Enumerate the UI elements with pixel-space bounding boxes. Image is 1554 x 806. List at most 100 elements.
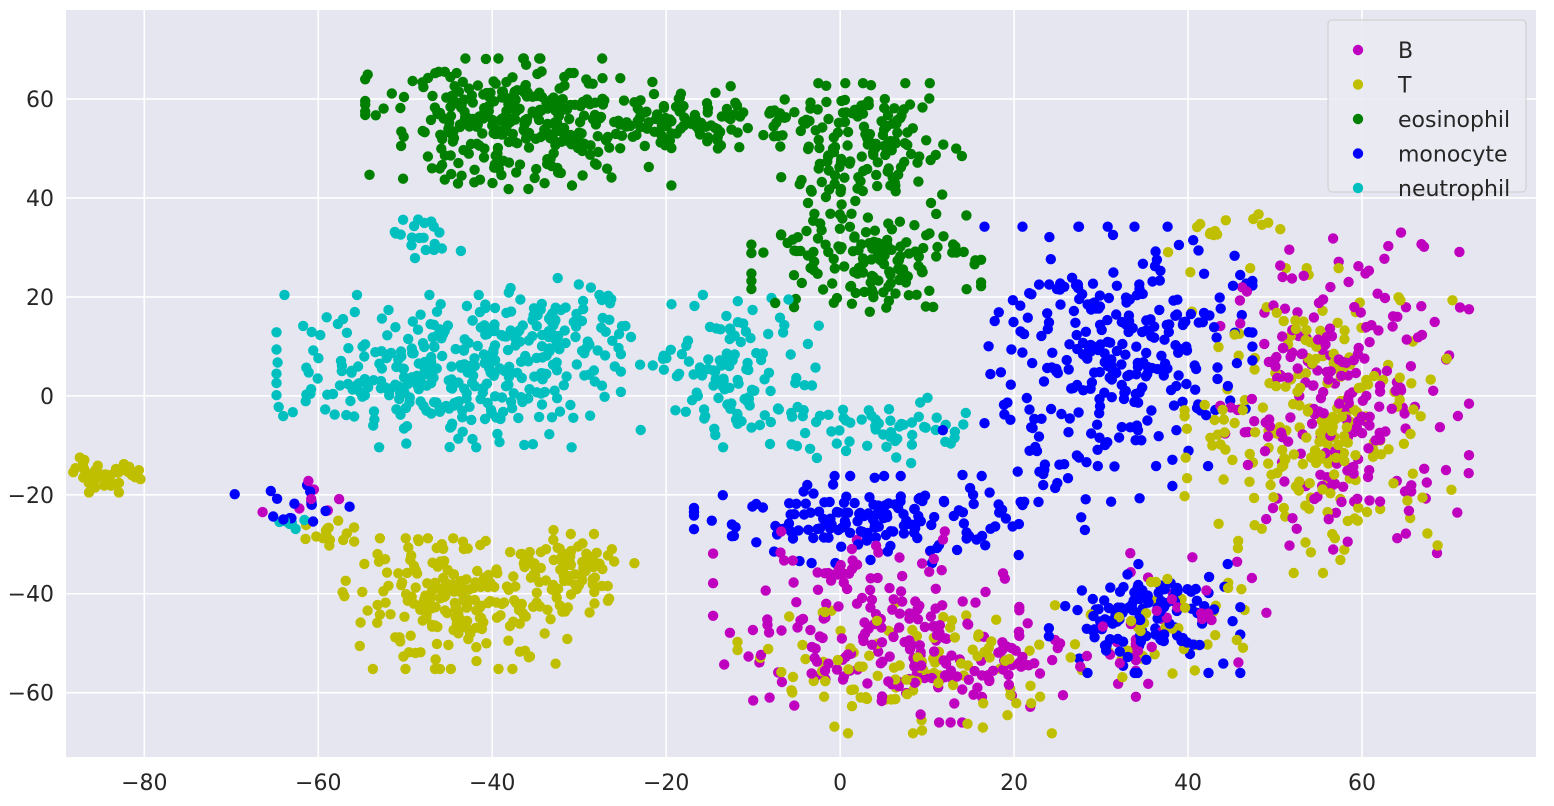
data-point-neutrophil — [732, 412, 743, 423]
data-point-B — [972, 682, 983, 693]
data-point-monocyte — [1155, 265, 1166, 276]
data-point-neutrophil — [342, 378, 354, 390]
data-point-eosinophil — [576, 128, 587, 139]
data-point-monocyte — [1177, 396, 1188, 407]
data-point-eosinophil — [792, 232, 803, 243]
data-point-B — [859, 628, 871, 639]
data-point-B — [1125, 548, 1136, 559]
data-point-monocyte — [898, 528, 910, 539]
data-point-eosinophil — [518, 124, 529, 136]
data-point-T — [1150, 576, 1162, 588]
data-point-eosinophil — [975, 277, 987, 288]
data-point-eosinophil — [814, 142, 825, 154]
data-point-neutrophil — [560, 302, 571, 313]
data-point-B — [1323, 514, 1334, 525]
data-point-neutrophil — [576, 345, 588, 357]
data-point-eosinophil — [523, 183, 534, 195]
data-point-neutrophil — [419, 341, 430, 353]
data-point-eosinophil — [395, 102, 406, 114]
data-point-T — [1069, 639, 1081, 650]
data-point-T — [1256, 219, 1268, 230]
data-point-monocyte — [1105, 496, 1117, 507]
data-point-monocyte — [1132, 397, 1144, 408]
data-point-monocyte — [845, 470, 856, 482]
data-point-B — [1075, 661, 1086, 672]
data-point-B — [919, 621, 931, 633]
data-point-T — [135, 474, 146, 485]
data-point-neutrophil — [733, 378, 744, 389]
data-point-eosinophil — [776, 172, 787, 183]
data-point-T — [442, 564, 453, 576]
data-point-monocyte — [825, 513, 836, 524]
data-point-monocyte — [1214, 292, 1225, 303]
data-point-T — [1336, 411, 1348, 422]
data-point-monocyte — [1102, 437, 1113, 448]
data-point-neutrophil — [554, 406, 566, 417]
data-point-neutrophil — [560, 337, 571, 349]
data-point-T — [1195, 218, 1206, 230]
data-point-eosinophil — [445, 101, 456, 113]
data-point-T — [475, 539, 486, 551]
data-point-monocyte — [320, 505, 331, 517]
data-point-T — [516, 548, 527, 560]
data-point-eosinophil — [805, 97, 816, 108]
data-point-monocyte — [1044, 231, 1055, 243]
data-point-eosinophil — [846, 208, 857, 219]
legend-marker — [1352, 79, 1364, 90]
data-point-T — [518, 558, 529, 569]
data-point-T — [355, 617, 366, 628]
data-point-neutrophil — [446, 361, 457, 372]
data-point-T — [1394, 394, 1405, 405]
data-point-B — [876, 695, 887, 707]
data-point-T — [435, 559, 446, 570]
data-point-monocyte — [307, 516, 319, 527]
data-point-T — [1000, 655, 1011, 666]
data-point-eosinophil — [911, 289, 922, 300]
data-point-monocyte — [870, 532, 882, 543]
data-point-monocyte — [1024, 404, 1035, 415]
x-tick-label: 0 — [833, 771, 847, 796]
data-point-neutrophil — [823, 409, 834, 420]
data-point-T — [1293, 485, 1305, 496]
data-point-eosinophil — [828, 147, 840, 158]
data-point-eosinophil — [746, 239, 757, 250]
data-point-eosinophil — [779, 94, 790, 105]
data-point-T — [434, 663, 446, 675]
data-point-eosinophil — [639, 107, 650, 118]
data-point-monocyte — [1113, 432, 1125, 443]
data-point-T — [1297, 458, 1309, 470]
data-point-T — [475, 581, 486, 593]
data-point-B — [707, 610, 719, 621]
data-point-B — [1187, 552, 1198, 563]
data-point-eosinophil — [552, 117, 563, 129]
data-point-B — [1259, 446, 1271, 457]
data-point-neutrophil — [592, 345, 603, 356]
data-point-neutrophil — [863, 405, 874, 416]
data-point-B — [846, 563, 858, 575]
data-point-eosinophil — [835, 244, 846, 255]
data-point-B — [864, 584, 876, 596]
data-point-monocyte — [1235, 602, 1246, 613]
data-point-monocyte — [893, 502, 904, 514]
data-point-monocyte — [1167, 454, 1178, 465]
data-point-neutrophil — [527, 331, 538, 342]
data-point-T — [1395, 295, 1406, 306]
data-point-neutrophil — [271, 327, 282, 338]
data-point-monocyte — [1094, 366, 1106, 378]
data-point-T — [1300, 537, 1311, 548]
data-point-B — [1326, 331, 1338, 342]
data-point-T — [945, 622, 956, 633]
data-point-neutrophil — [840, 445, 852, 457]
data-point-neutrophil — [415, 309, 426, 320]
data-point-monocyte — [929, 511, 940, 523]
data-point-monocyte — [994, 507, 1005, 518]
data-point-eosinophil — [601, 163, 613, 174]
data-point-monocyte — [829, 470, 840, 482]
data-point-monocyte — [963, 530, 975, 542]
data-point-B — [1277, 271, 1288, 283]
data-point-T — [562, 633, 573, 645]
data-point-monocyte — [1137, 585, 1148, 596]
data-point-monocyte — [1141, 654, 1152, 665]
data-point-neutrophil — [883, 404, 895, 415]
data-point-monocyte — [1137, 326, 1148, 338]
